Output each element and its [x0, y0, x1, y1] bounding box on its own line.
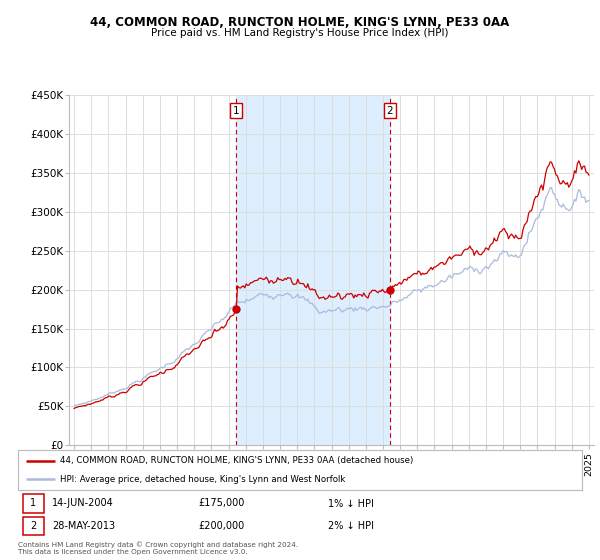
Text: £200,000: £200,000 — [199, 521, 245, 531]
Text: 44, COMMON ROAD, RUNCTON HOLME, KING'S LYNN, PE33 0AA (detached house): 44, COMMON ROAD, RUNCTON HOLME, KING'S L… — [60, 456, 413, 465]
Bar — [236, 95, 390, 445]
Text: £175,000: £175,000 — [199, 498, 245, 508]
Text: Price paid vs. HM Land Registry's House Price Index (HPI): Price paid vs. HM Land Registry's House … — [151, 28, 449, 38]
Text: 2: 2 — [386, 106, 394, 116]
FancyBboxPatch shape — [23, 494, 44, 512]
Text: 2: 2 — [30, 521, 37, 531]
Text: 1% ↓ HPI: 1% ↓ HPI — [328, 498, 374, 508]
Text: 44, COMMON ROAD, RUNCTON HOLME, KING'S LYNN, PE33 0AA: 44, COMMON ROAD, RUNCTON HOLME, KING'S L… — [91, 16, 509, 29]
Text: 28-MAY-2013: 28-MAY-2013 — [52, 521, 115, 531]
Text: 1: 1 — [233, 106, 239, 116]
Text: 1: 1 — [30, 498, 36, 508]
Text: Contains HM Land Registry data © Crown copyright and database right 2024.
This d: Contains HM Land Registry data © Crown c… — [18, 542, 298, 555]
FancyBboxPatch shape — [23, 517, 44, 535]
Text: 2% ↓ HPI: 2% ↓ HPI — [328, 521, 374, 531]
Text: HPI: Average price, detached house, King's Lynn and West Norfolk: HPI: Average price, detached house, King… — [60, 475, 346, 484]
Text: 14-JUN-2004: 14-JUN-2004 — [52, 498, 113, 508]
